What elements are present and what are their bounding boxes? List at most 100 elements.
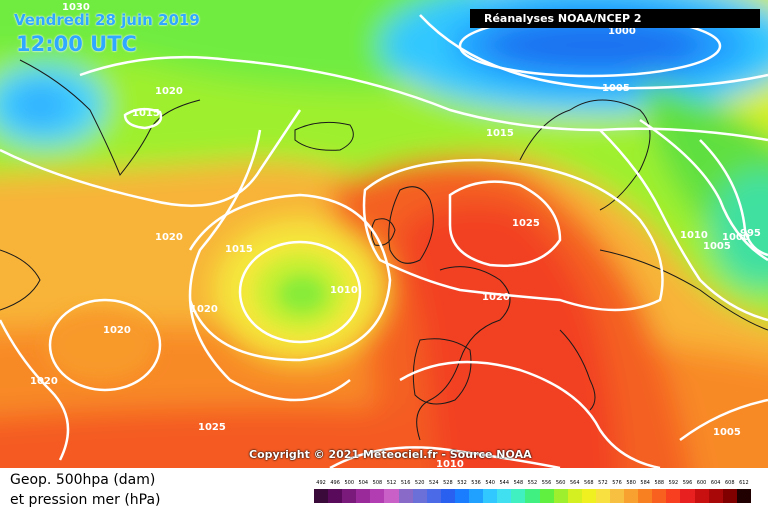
isobar-1020-europe xyxy=(362,158,664,312)
isobar-1010-atlantic xyxy=(238,240,362,344)
scale-swatch xyxy=(328,489,343,503)
northamerica-coast xyxy=(0,249,41,311)
iberia-coast xyxy=(412,338,472,405)
scale-swatch xyxy=(483,489,498,503)
isobar-label: 1005 xyxy=(713,427,741,438)
isobar-1015-atlantic xyxy=(188,193,392,362)
isobar-1020-left xyxy=(0,109,302,207)
map-date: Vendredi 28 juin 2019 xyxy=(14,11,200,29)
isobar-1010-south xyxy=(329,446,561,468)
scale-tick-label: 508 xyxy=(372,480,383,486)
scale-tick-label: 604 xyxy=(710,480,721,486)
scale-swatch xyxy=(680,489,695,503)
scale-tick-label: 584 xyxy=(640,480,650,486)
color-scale-ticks: 492 496 500 504 508 512 516 520 524 528 532 536 540 5… xyxy=(314,478,751,488)
scale-tick-label: 612 xyxy=(739,480,749,486)
scale-tick-label: 564 xyxy=(569,480,580,486)
isobar-1005-north xyxy=(419,14,768,90)
source-label: Réanalyses NOAA/NCEP 2 xyxy=(470,9,760,28)
isobar-1000-east xyxy=(699,139,768,257)
scale-tick-label: 588 xyxy=(654,480,665,486)
scale-tick-label: 496 xyxy=(330,480,340,486)
scandinavia-coast xyxy=(519,99,651,211)
color-scale-swatches xyxy=(314,489,751,503)
scale-tick-label: 596 xyxy=(682,480,693,486)
scale-swatch xyxy=(553,489,568,503)
isobar-label: 1020 xyxy=(155,86,183,97)
scale-swatch xyxy=(666,489,681,503)
isobar-label: 995 xyxy=(740,228,761,239)
scale-tick-label: 512 xyxy=(386,480,397,486)
scale-swatch xyxy=(624,489,639,503)
isobar-1015-north xyxy=(79,55,768,142)
copyright-text: Copyright © 2021 Meteociel.fr - Source N… xyxy=(249,448,532,461)
scale-swatch xyxy=(398,489,413,503)
scale-swatch xyxy=(511,489,526,503)
scale-swatch xyxy=(469,489,484,503)
scale-tick-label: 544 xyxy=(499,480,510,486)
color-fill-layer xyxy=(0,0,768,468)
scale-tick-label: 540 xyxy=(485,480,495,486)
isobar-1025-high xyxy=(448,180,562,267)
ireland-coast xyxy=(371,218,396,246)
scale-swatch xyxy=(342,489,357,503)
scale-tick-label: 492 xyxy=(316,480,326,486)
scale-tick-label: 528 xyxy=(443,480,453,486)
isobar-label: 1000 xyxy=(722,232,750,243)
scale-tick-label: 504 xyxy=(358,480,369,486)
isobar-label: 1025 xyxy=(512,218,540,229)
isobar-label: 1010 xyxy=(680,230,708,241)
scale-swatch xyxy=(609,489,625,503)
isobar-label: 1020 xyxy=(482,292,510,303)
isobar-label: 1010 xyxy=(330,285,358,296)
isobar-label: 1005 xyxy=(602,83,630,94)
scale-swatch xyxy=(652,489,667,503)
scale-tick-label: 576 xyxy=(612,480,622,486)
scale-tick-label: 608 xyxy=(724,480,735,486)
isobar-label: 1000 xyxy=(608,26,636,37)
british-isles-coast xyxy=(388,186,434,264)
scale-tick-label: 552 xyxy=(527,480,538,486)
scale-tick-label: 532 xyxy=(457,480,467,486)
europe-coast xyxy=(416,266,511,441)
isobar-label: 1020 xyxy=(103,325,131,336)
scale-tick-label: 524 xyxy=(429,480,439,486)
scale-swatch xyxy=(694,489,709,503)
scale-tick-label: 568 xyxy=(584,480,594,486)
scale-swatch xyxy=(736,489,751,503)
greenland-coast xyxy=(19,59,201,176)
eastern-europe-coast xyxy=(599,249,768,331)
coastlines xyxy=(0,59,768,441)
scale-tick-label: 592 xyxy=(668,480,679,486)
isobar-1020-far-w xyxy=(0,319,70,461)
scale-tick-label: 536 xyxy=(471,480,481,486)
isobar-label: 1020 xyxy=(30,376,58,387)
isobar-label: 1020 xyxy=(190,304,218,315)
isobar-1010-east xyxy=(599,129,768,322)
scale-swatch xyxy=(638,489,653,503)
isobar-label: 1015 xyxy=(486,128,514,139)
isobar-1015-small xyxy=(123,107,163,130)
italy-coast xyxy=(559,329,596,411)
isobar-labels: 1030 1000 1020 1015 1005 1015 1025 1010 … xyxy=(30,2,761,468)
scale-tick-label: 520 xyxy=(414,480,425,486)
isobar-label: 1025 xyxy=(198,422,226,433)
low-core-layer xyxy=(45,254,345,380)
legend-title-pressure: et pression mer (hPa) xyxy=(10,492,161,508)
isobar-1020-sw xyxy=(48,298,162,392)
isobar-south xyxy=(399,360,661,468)
scale-tick-label: 500 xyxy=(344,480,354,486)
color-scale: 492 496 500 504 508 512 516 520 524 528 532 536 540 5… xyxy=(314,478,751,503)
isobar-1005-se xyxy=(679,398,768,442)
isobar-label: 1010 xyxy=(436,459,464,468)
scale-swatch xyxy=(539,489,554,503)
isobar-1005-east xyxy=(639,118,768,262)
scale-swatch xyxy=(426,489,441,503)
scale-swatch xyxy=(440,489,455,503)
scale-swatch xyxy=(567,489,582,503)
scale-swatch xyxy=(314,489,329,503)
legend-footer: Geop. 500hpa (dam) et pression mer (hPa)… xyxy=(0,468,768,512)
scale-tick-label: 516 xyxy=(400,480,411,486)
scale-swatch xyxy=(722,489,737,503)
isobar-label: 1030 xyxy=(62,2,90,13)
